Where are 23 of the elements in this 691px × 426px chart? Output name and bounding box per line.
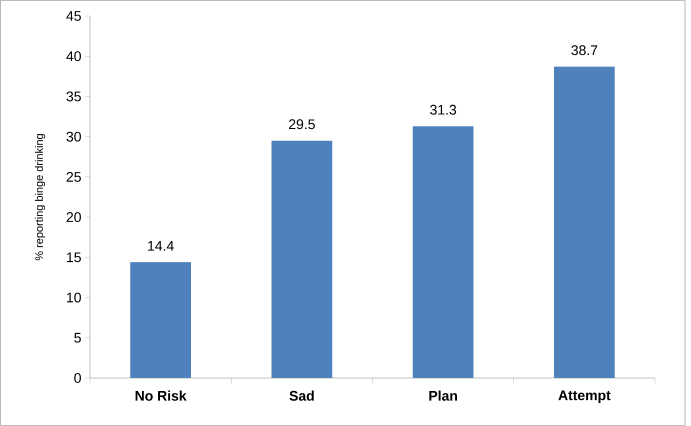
y-tick-label: 25	[66, 172, 81, 182]
y-tick-label: 10	[67, 292, 81, 302]
y-tick-label: 0	[74, 373, 81, 383]
data-label: 38.7	[571, 45, 598, 56]
y-axis-title: % reporting binge drinking	[34, 134, 46, 260]
bar	[272, 140, 332, 378]
data-label: 31.3	[430, 104, 456, 115]
y-tick-label: 40	[66, 51, 81, 62]
x-tick-label: Plan	[429, 390, 457, 401]
y-tick-label: 35	[66, 91, 81, 102]
y-tick-label: 45	[66, 11, 81, 21]
y-tick-label: 15	[67, 252, 81, 262]
data-label: 29.5	[289, 119, 315, 130]
bar	[412, 126, 474, 378]
y-tick-label: 5	[74, 332, 81, 343]
x-tick-label: Sad	[290, 390, 314, 401]
y-tick-label: 20	[66, 212, 81, 222]
y-tick-label: 30	[66, 132, 81, 142]
data-label: 14.4	[148, 241, 174, 251]
x-tick-label: Attempt	[558, 390, 611, 404]
bar	[554, 66, 615, 378]
x-tick-label: No Risk	[136, 390, 187, 401]
bar	[130, 262, 191, 378]
